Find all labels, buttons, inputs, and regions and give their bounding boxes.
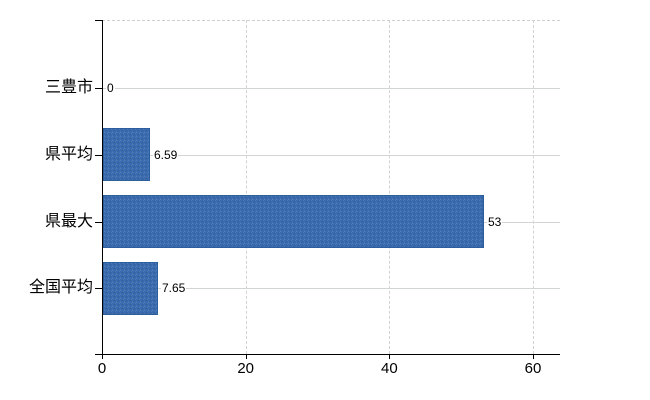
vertical-gridline [533, 20, 534, 354]
bar-全国平均 [103, 261, 158, 315]
value-label: 0 [106, 81, 115, 95]
vertical-gridline [245, 20, 247, 354]
category-label-県最大: 県最大 [44, 212, 93, 230]
x-axis-tick [389, 354, 391, 359]
plot-top-border [102, 20, 560, 21]
y-axis-tick [95, 88, 102, 89]
x-axis-tick [245, 354, 247, 359]
x-tick-label: 20 [237, 360, 254, 377]
x-axis-line [95, 354, 560, 355]
horizontal-gridline [102, 288, 560, 290]
value-label: 7.65 [161, 281, 187, 296]
y-axis-tick [95, 20, 102, 21]
value-label: 6.59 [153, 147, 179, 162]
category-label-全国平均: 全国平均 [28, 279, 93, 297]
horizontal-gridline [102, 154, 560, 156]
bar-県最大 [103, 195, 484, 249]
horizontal-gridline [102, 88, 560, 89]
x-axis-tick [533, 354, 534, 359]
category-label-三豊市: 三豊市 [44, 79, 93, 96]
y-axis-tick [95, 154, 102, 156]
y-axis-tick [95, 221, 102, 223]
x-tick-label: 0 [97, 360, 107, 377]
y-axis-line [102, 20, 103, 359]
x-tick-label: 60 [524, 360, 542, 377]
vertical-gridline [389, 20, 391, 354]
value-label: 53 [487, 214, 503, 229]
x-axis-tick [102, 354, 103, 359]
bar-県平均 [103, 128, 150, 182]
category-label-県平均: 県平均 [44, 145, 93, 163]
y-axis-tick [95, 288, 102, 290]
x-tick-label: 40 [380, 360, 398, 377]
